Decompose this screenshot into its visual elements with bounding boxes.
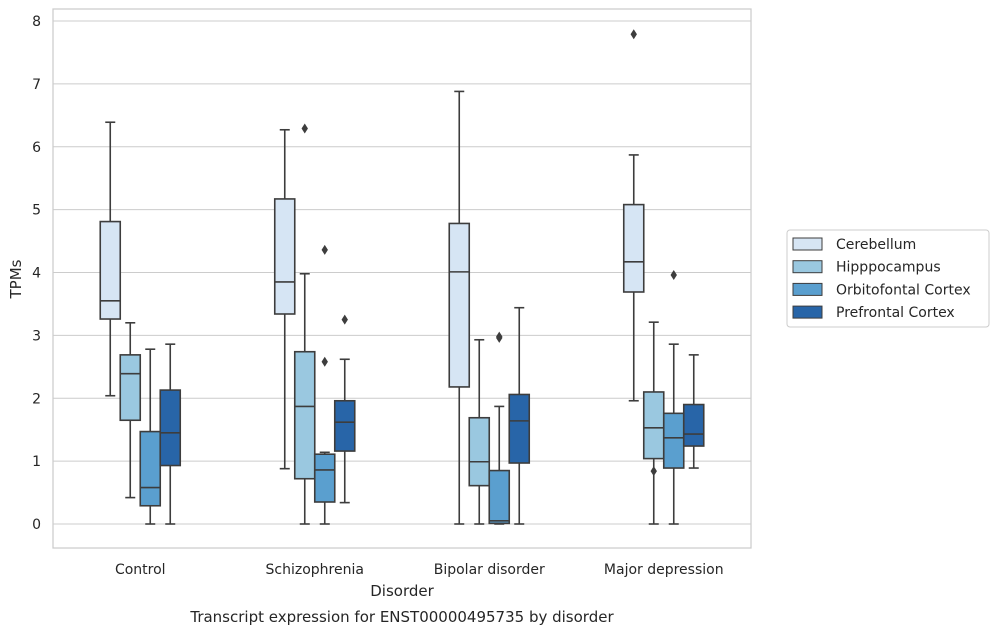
legend-swatch (792, 260, 823, 274)
legend: Cerebellum Hipppocampus Orbitofontal Corte… (786, 229, 990, 328)
legend-swatch (792, 237, 823, 251)
legend-items: Cerebellum Hipppocampus Orbitofontal Corte… (792, 237, 971, 321)
box-cerebellum (448, 90, 471, 525)
box-prefrontal-cortex (508, 306, 531, 525)
box-prefrontal-cortex (682, 354, 705, 469)
iqr-box (99, 220, 122, 320)
y-tick-label: 8 (32, 14, 41, 30)
y-tick-labels: 0 1 2 3 4 5 6 7 8 (32, 14, 41, 533)
outlier-marker (321, 244, 328, 255)
iqr-box (139, 430, 162, 507)
x-tick-label: Bipolar disorder (434, 562, 545, 578)
outlier-marker (301, 123, 308, 134)
x-tick-label: Control (115, 562, 166, 578)
iqr-box (488, 469, 511, 525)
iqr-box (159, 389, 182, 467)
y-tick-label: 3 (32, 328, 41, 344)
legend-swatch (792, 305, 823, 319)
iqr-box (508, 393, 531, 464)
legend-frame (786, 229, 990, 328)
legend-label: Cerebellum (836, 237, 916, 253)
outlier-marker (650, 466, 657, 477)
iqr-box (448, 222, 471, 388)
iqr-box (119, 354, 142, 422)
iqr-box (468, 416, 491, 487)
x-tick-labels: Control Schizophrenia Bipolar disorder Majo… (115, 562, 724, 578)
y-tick-label: 5 (32, 203, 41, 219)
legend-swatch (792, 282, 823, 296)
box-cerebellum (273, 128, 296, 470)
iqr-box (273, 198, 296, 315)
box-prefrontal-cortex (159, 343, 182, 525)
y-tick-label: 6 (32, 140, 41, 156)
box-orbitofontal-cortex (488, 331, 511, 525)
y-tick-label: 4 (32, 266, 41, 282)
x-tick-label: Schizophrenia (266, 562, 364, 578)
y-tick-label: 2 (32, 391, 41, 407)
box-orbitofontal-cortex (313, 244, 336, 525)
y-tick-label: 0 (32, 517, 41, 533)
box-cerebellum (622, 29, 645, 402)
legend-label: Prefrontal Cortex (836, 305, 955, 321)
iqr-box (333, 399, 356, 452)
box-cerebellum (99, 121, 122, 397)
box-hipppocampus (119, 321, 142, 499)
x-axis-label: Disorder (370, 582, 434, 600)
box-prefrontal-cortex (333, 314, 356, 504)
box-hipppocampus (468, 338, 491, 525)
legend-label: Hipppocampus (836, 260, 941, 276)
outlier-marker (630, 29, 637, 40)
iqr-box (662, 412, 685, 469)
y-tick-label: 7 (32, 77, 41, 93)
legend-label: Orbitofontal Cortex (836, 282, 971, 298)
chart-caption: Transcript expression for ENST0000049573… (189, 608, 614, 626)
iqr-box (293, 350, 316, 480)
box-layer (99, 29, 705, 525)
box-orbitofontal-cortex (139, 348, 162, 525)
outlier-marker (670, 270, 677, 281)
box-hipppocampus (642, 321, 665, 525)
outlier-marker (496, 331, 503, 342)
y-tick-label: 1 (32, 454, 41, 470)
y-axis-label: TPMs (7, 259, 25, 299)
x-tick-label: Major depression (604, 562, 724, 578)
outlier-marker (341, 314, 348, 325)
iqr-box (313, 453, 336, 503)
plot-frame (52, 8, 752, 549)
outlier-marker (321, 356, 328, 367)
box-hipppocampus (293, 123, 316, 525)
iqr-box (622, 203, 645, 293)
box-orbitofontal-cortex (662, 270, 685, 525)
iqr-box (682, 403, 705, 447)
iqr-box (642, 391, 665, 460)
